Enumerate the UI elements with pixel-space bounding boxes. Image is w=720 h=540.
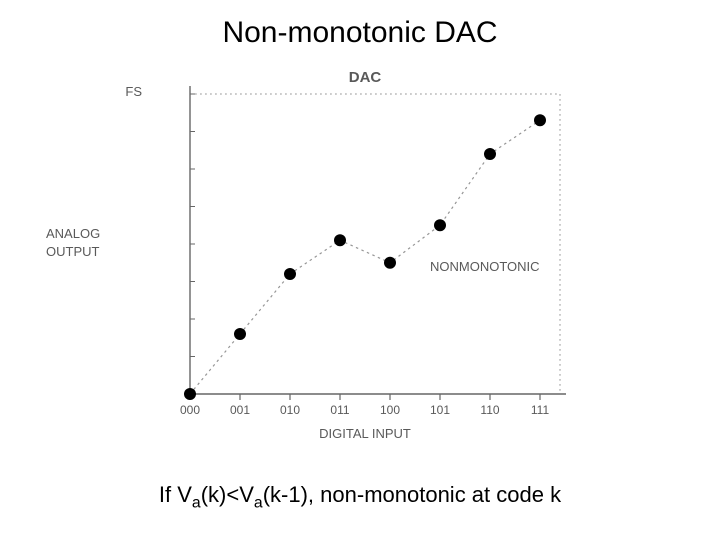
- svg-text:NONMONOTONIC: NONMONOTONIC: [430, 259, 540, 274]
- svg-text:DIGITAL INPUT: DIGITAL INPUT: [319, 426, 411, 441]
- svg-text:DAC: DAC: [349, 69, 382, 86]
- dac-chart: 000 001 010 011 100 101 110 111 DAC FS ANALOG OUTPU…: [40, 64, 620, 464]
- caption-text-3: (k-1), non-monotonic at code k: [263, 482, 561, 507]
- slide: Non-monotonic DAC 000 001 010 011 100 101 110 1…: [0, 0, 720, 540]
- caption-sub-1: a: [192, 494, 201, 511]
- svg-text:111: 111: [531, 403, 550, 417]
- svg-text:OUTPUT: OUTPUT: [46, 244, 100, 259]
- caption-text-2: (k)<V: [201, 482, 254, 507]
- svg-text:ANALOG: ANALOG: [46, 226, 100, 241]
- svg-text:100: 100: [380, 403, 400, 417]
- svg-text:000: 000: [180, 403, 200, 417]
- svg-text:011: 011: [330, 403, 349, 417]
- svg-text:110: 110: [480, 403, 499, 417]
- svg-text:001: 001: [230, 403, 250, 417]
- svg-text:FS: FS: [125, 84, 142, 99]
- svg-text:010: 010: [280, 403, 300, 417]
- caption-text-1: If V: [159, 482, 192, 507]
- caption-sub-2: a: [254, 494, 263, 511]
- caption: If Va(k)<Va(k-1), non-monotonic at code …: [0, 482, 720, 512]
- chart-svg: 000 001 010 011 100 101 110 111 DAC FS ANALOG OUTPU…: [40, 64, 620, 464]
- page-title: Non-monotonic DAC: [0, 16, 720, 50]
- svg-text:101: 101: [430, 403, 450, 417]
